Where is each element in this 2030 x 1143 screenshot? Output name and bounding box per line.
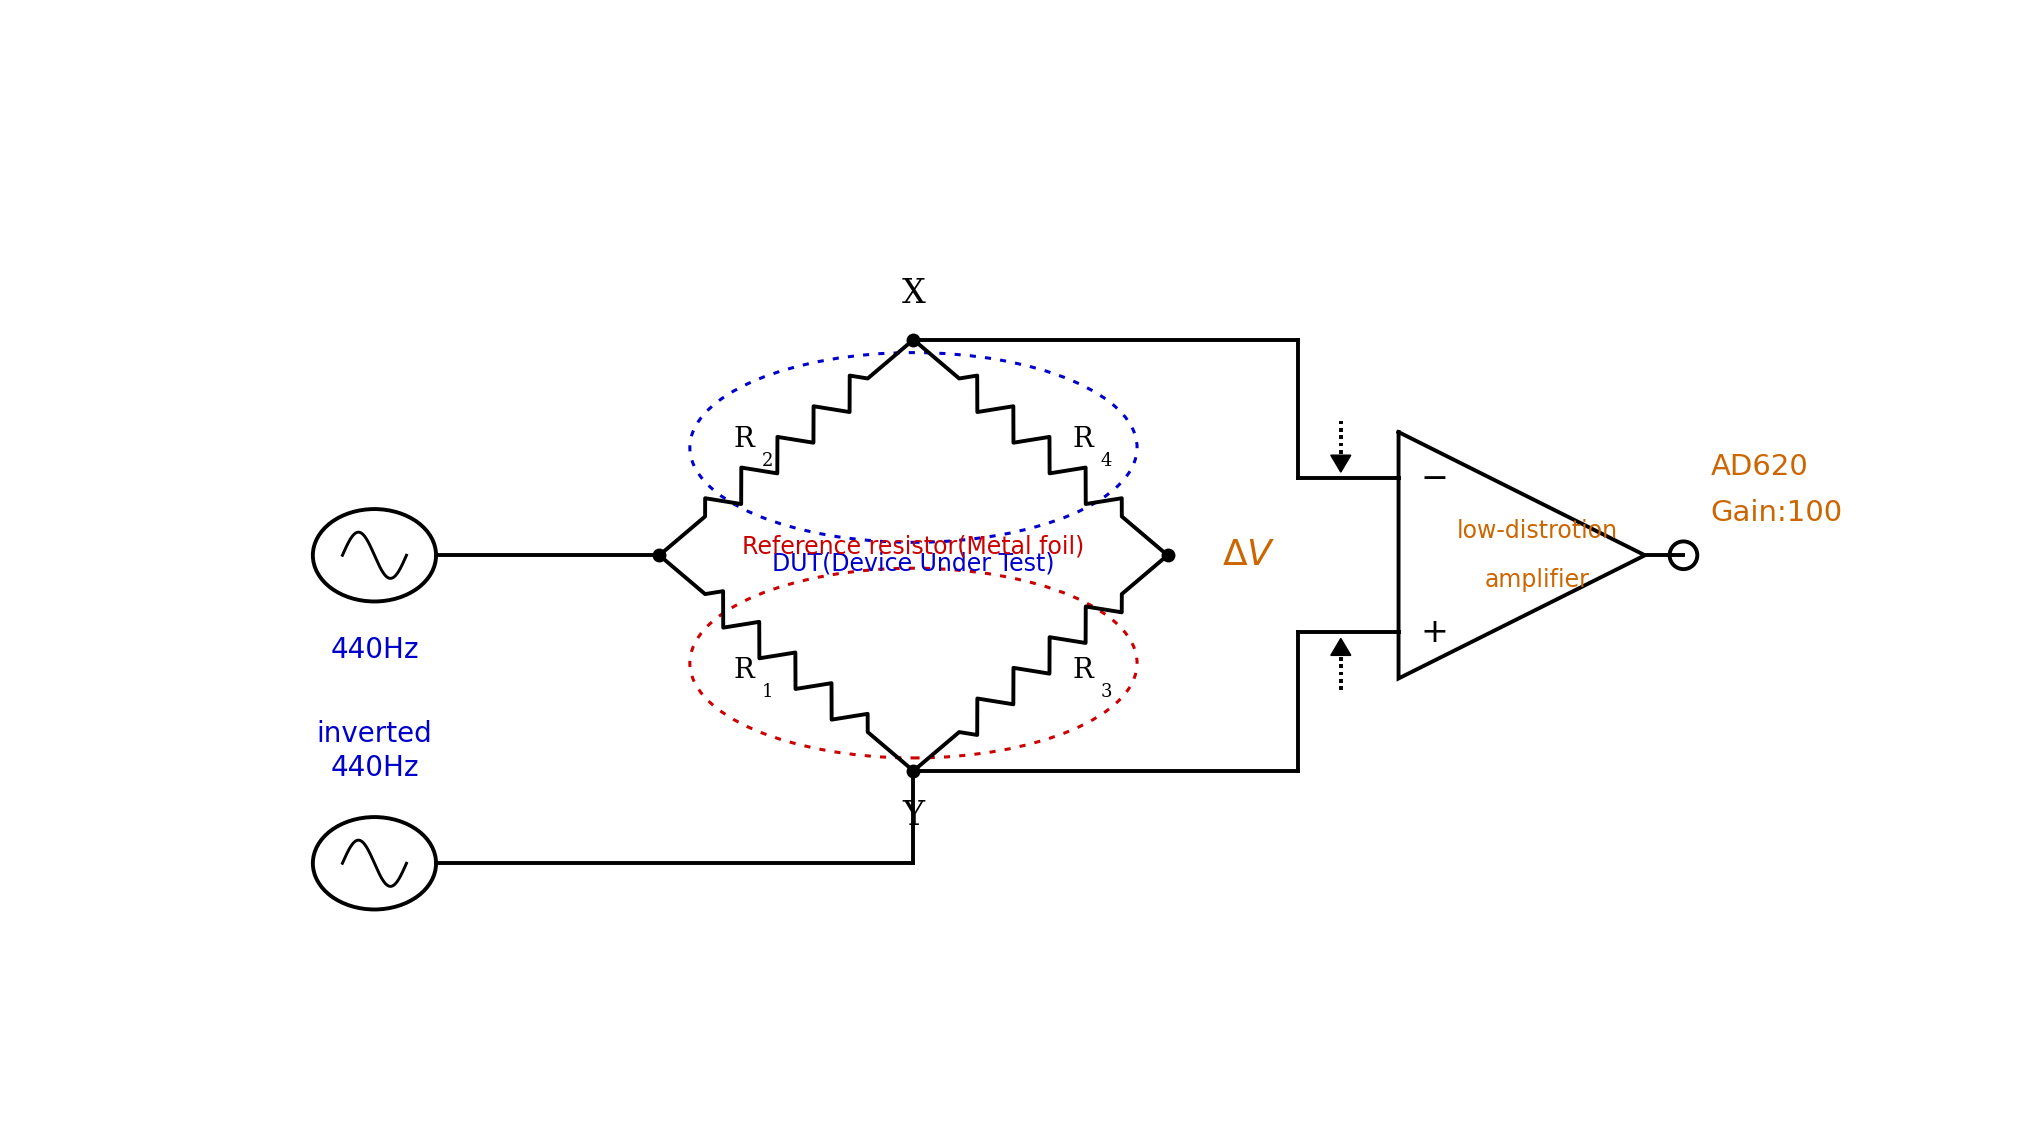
- Text: +: +: [1419, 616, 1447, 649]
- Text: 440Hz: 440Hz: [331, 637, 418, 664]
- Text: amplifier: amplifier: [1484, 568, 1589, 592]
- Text: R: R: [1072, 426, 1092, 454]
- Text: DUT(Device Under Test): DUT(Device Under Test): [771, 552, 1054, 576]
- Text: 2: 2: [761, 453, 773, 470]
- Text: Y: Y: [901, 800, 924, 832]
- Text: Reference resistor(Metal foil): Reference resistor(Metal foil): [741, 535, 1084, 559]
- Text: AD620: AD620: [1709, 453, 1807, 481]
- Text: Gain:100: Gain:100: [1709, 499, 1841, 527]
- Text: R: R: [1072, 657, 1092, 685]
- Text: 1: 1: [761, 684, 773, 702]
- Text: 3: 3: [1100, 684, 1110, 702]
- Polygon shape: [1330, 639, 1350, 655]
- Text: low-distrotion: low-distrotion: [1456, 519, 1618, 543]
- Text: R: R: [733, 426, 753, 454]
- Text: 440Hz: 440Hz: [331, 754, 418, 783]
- Text: R: R: [733, 657, 753, 685]
- Text: $\Delta V$: $\Delta V$: [1220, 538, 1275, 573]
- Text: inverted: inverted: [317, 720, 432, 748]
- Text: −: −: [1419, 462, 1447, 495]
- Text: X: X: [901, 279, 926, 311]
- Polygon shape: [1330, 455, 1350, 472]
- Text: 4: 4: [1100, 453, 1110, 470]
